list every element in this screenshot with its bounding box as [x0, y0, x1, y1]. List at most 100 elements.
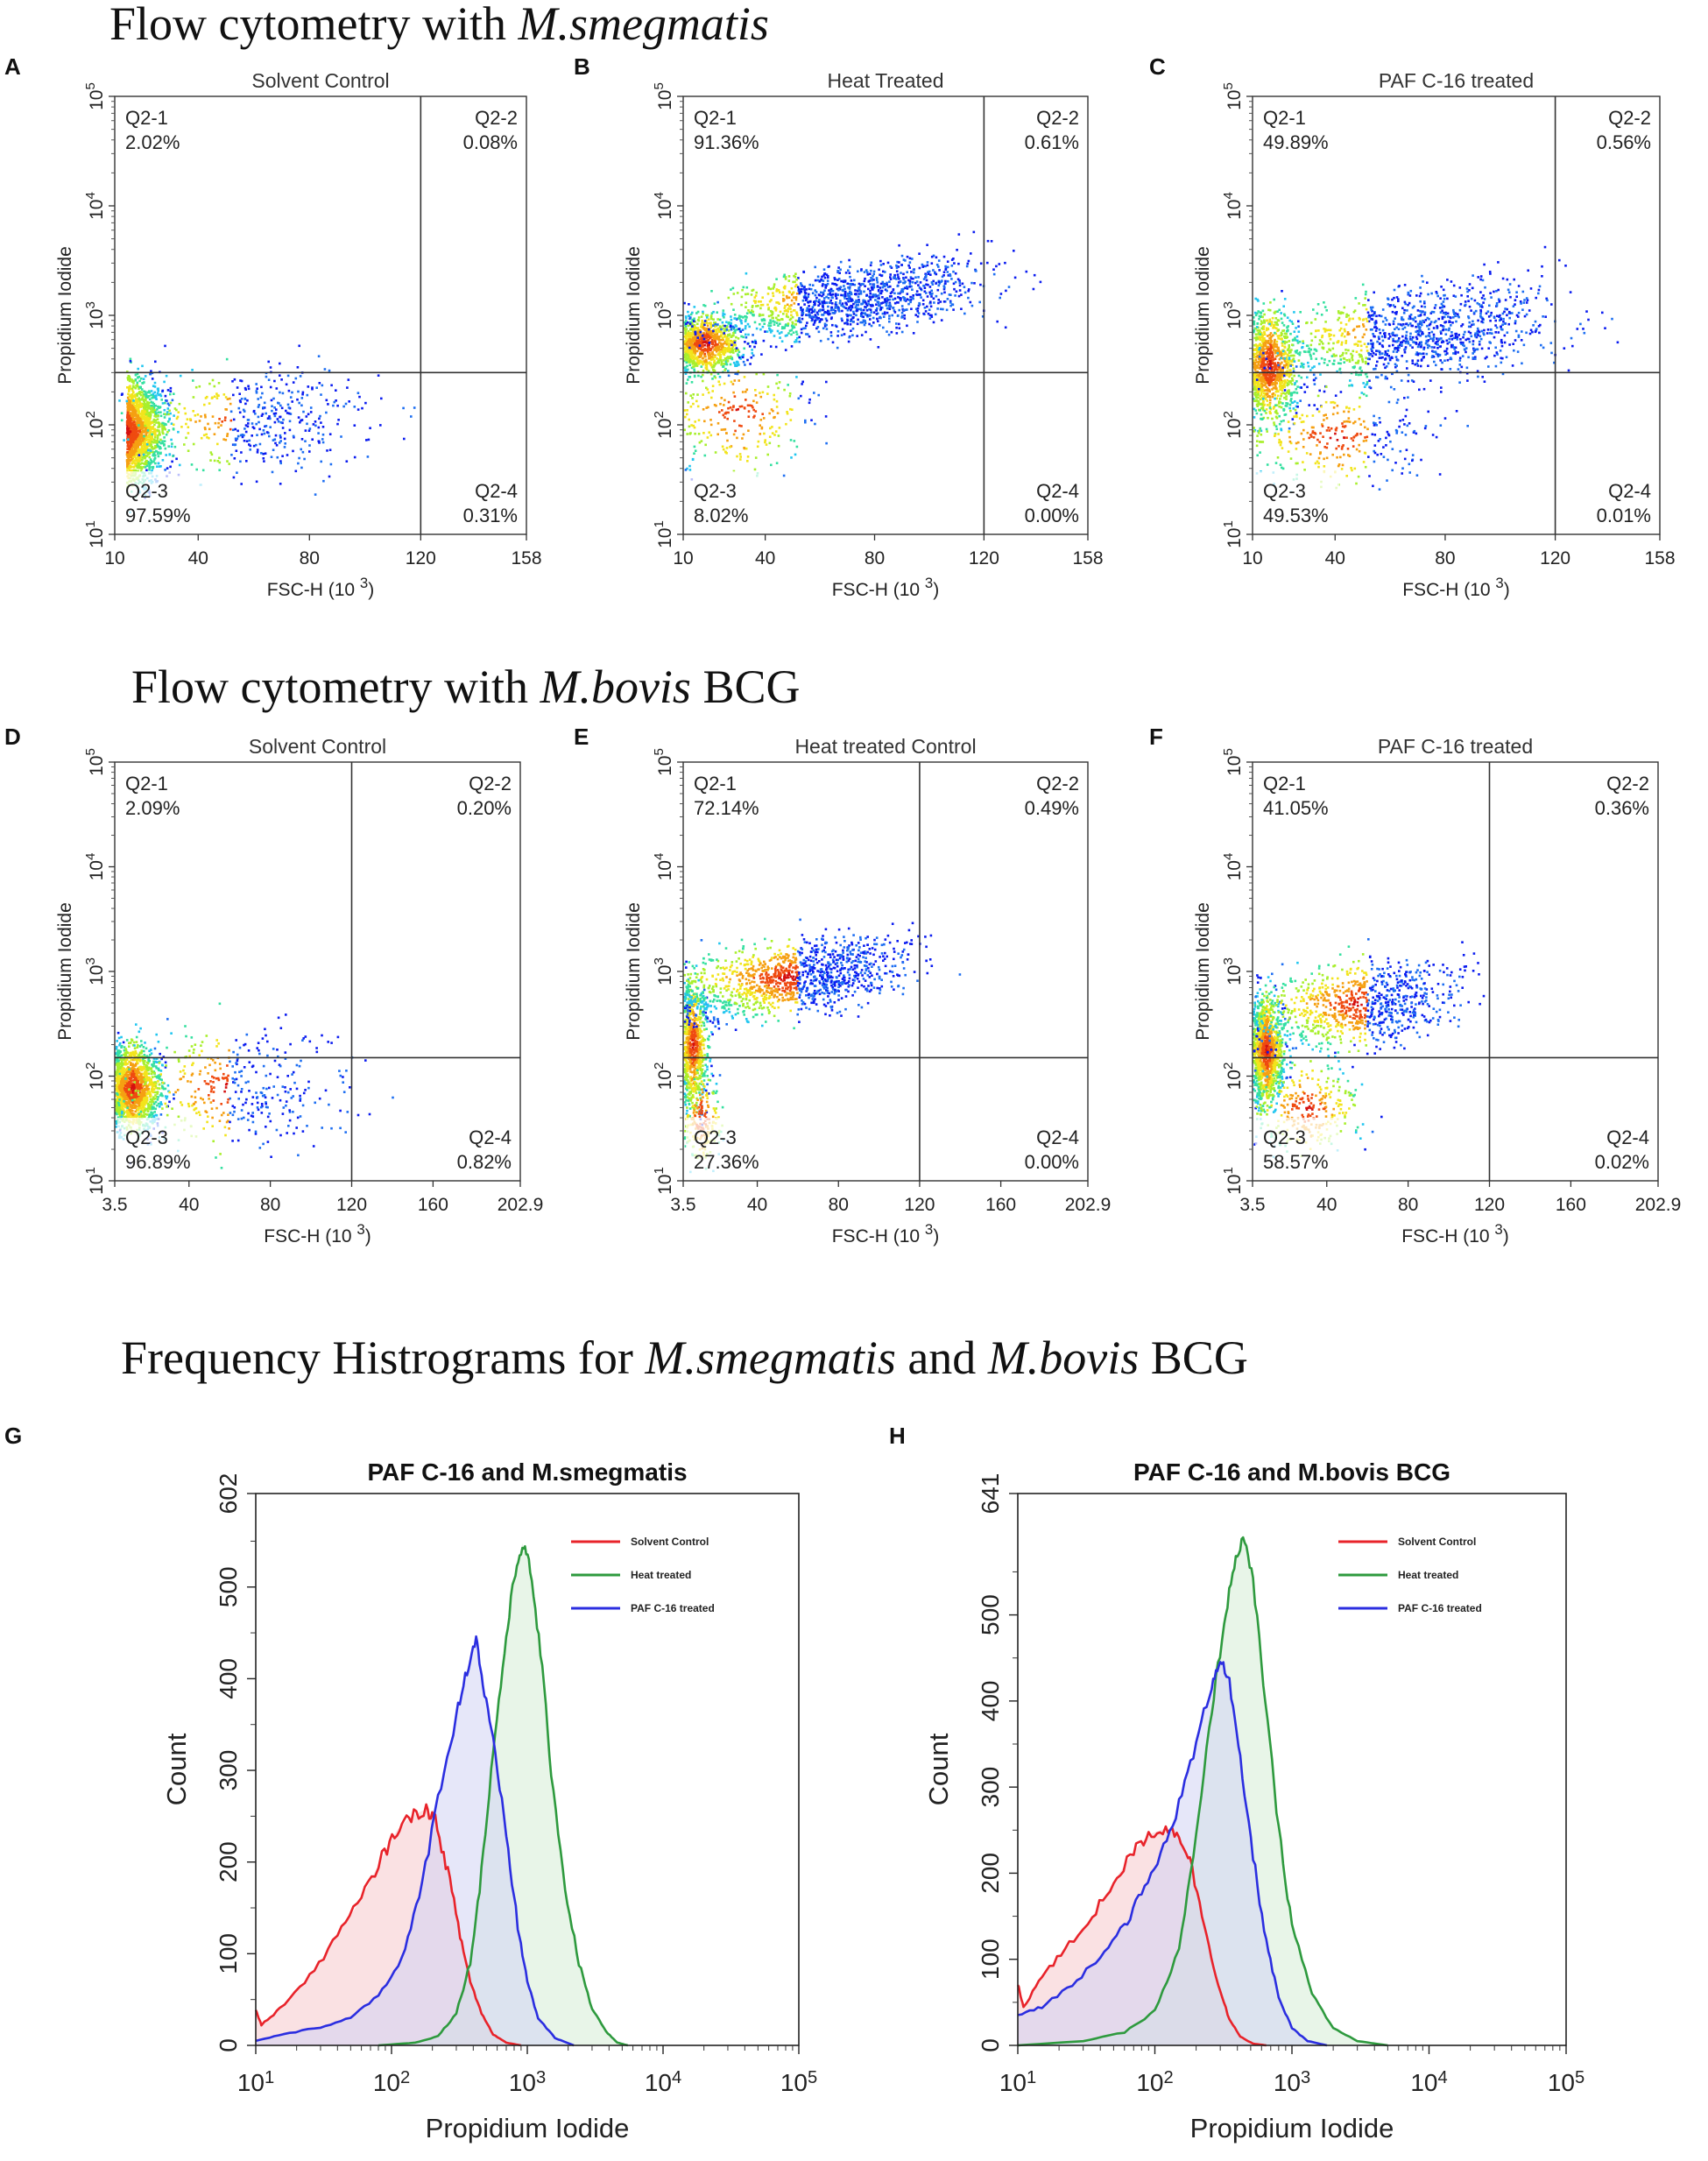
event-dot	[834, 283, 836, 286]
event-dot	[939, 307, 942, 311]
event-dot	[1274, 390, 1278, 393]
event-dot	[711, 346, 714, 349]
event-dot	[709, 341, 712, 343]
event-dot	[140, 436, 143, 439]
event-dot	[159, 411, 162, 413]
event-dot	[208, 402, 211, 405]
event-dot	[723, 347, 726, 350]
event-dot	[835, 284, 838, 286]
event-dot	[930, 262, 934, 265]
event-dot	[798, 320, 801, 322]
event-dot	[1295, 335, 1299, 338]
event-dot	[283, 437, 286, 441]
event-dot	[141, 441, 145, 445]
event-dot	[706, 333, 709, 336]
event-dot	[967, 296, 970, 300]
event-dot	[864, 320, 866, 322]
event-dot	[147, 461, 150, 463]
event-dot	[301, 391, 305, 394]
event-dot	[790, 333, 793, 336]
event-dot	[145, 394, 148, 398]
event-dot	[141, 440, 145, 443]
event-dot	[321, 438, 324, 441]
event-dot	[862, 319, 865, 322]
event-dot	[754, 394, 758, 397]
event-dot	[838, 310, 841, 313]
event-dot	[1283, 383, 1286, 385]
event-dot	[740, 321, 743, 325]
event-dot	[867, 300, 870, 302]
event-dot	[783, 388, 786, 392]
event-dot	[175, 417, 179, 420]
event-dot	[909, 276, 913, 279]
x-tick-label: 10	[673, 548, 693, 568]
event-dot	[134, 426, 137, 428]
event-dot	[138, 436, 140, 440]
event-dot	[263, 432, 266, 435]
event-dot	[1276, 310, 1279, 313]
event-dot	[686, 350, 689, 353]
event-dot	[141, 424, 144, 427]
event-dot	[711, 331, 714, 335]
event-dot	[800, 306, 802, 309]
event-dot	[800, 331, 803, 335]
event-dot	[845, 303, 848, 306]
event-dot	[780, 340, 784, 343]
event-dot	[204, 415, 207, 419]
event-dot	[800, 282, 802, 285]
event-dot	[153, 451, 156, 454]
event-dot	[709, 314, 713, 317]
event-dot	[719, 354, 722, 357]
event-dot	[221, 420, 223, 423]
event-dot	[916, 321, 919, 323]
event-dot	[130, 441, 132, 445]
event-dot	[706, 331, 709, 334]
event-dot	[713, 302, 716, 305]
event-dot	[691, 318, 694, 321]
event-dot	[711, 378, 714, 380]
event-dot	[736, 455, 738, 458]
event-dot	[694, 354, 696, 357]
event-dot	[299, 420, 301, 424]
event-dot	[727, 296, 730, 300]
event-dot	[217, 382, 221, 385]
event-dot	[793, 309, 796, 312]
event-dot	[137, 448, 140, 451]
event-dot	[787, 324, 789, 328]
event-dot	[727, 356, 730, 358]
event-dot	[135, 404, 138, 407]
event-dot	[143, 441, 146, 445]
event-dot	[751, 306, 754, 308]
event-dot	[702, 326, 704, 328]
event-dot	[775, 462, 779, 464]
event-dot	[218, 418, 221, 420]
event-dot	[151, 435, 153, 439]
event-dot	[898, 327, 901, 329]
event-dot	[722, 352, 724, 356]
event-dot	[879, 282, 883, 286]
event-dot	[999, 296, 1001, 300]
event-dot	[778, 381, 781, 384]
event-dot	[805, 333, 808, 335]
event-dot	[924, 275, 928, 279]
event-dot	[217, 421, 220, 425]
event-dot	[171, 399, 174, 402]
event-dot	[328, 369, 331, 372]
event-dot	[684, 358, 687, 362]
event-dot	[696, 327, 700, 329]
event-dot	[153, 423, 156, 427]
event-dot	[928, 286, 932, 288]
event-dot	[732, 361, 736, 364]
event-dot	[745, 316, 748, 319]
event-dot	[701, 321, 703, 325]
event-dot	[269, 385, 272, 389]
event-dot	[700, 334, 702, 337]
event-dot	[1260, 362, 1264, 365]
heading-smegmatis: Flow cytometry with M.smegmatis	[109, 0, 769, 50]
event-dot	[936, 307, 939, 310]
event-dot	[1284, 405, 1288, 407]
event-dot	[151, 427, 154, 430]
event-dot	[152, 441, 155, 444]
event-dot	[803, 289, 807, 292]
